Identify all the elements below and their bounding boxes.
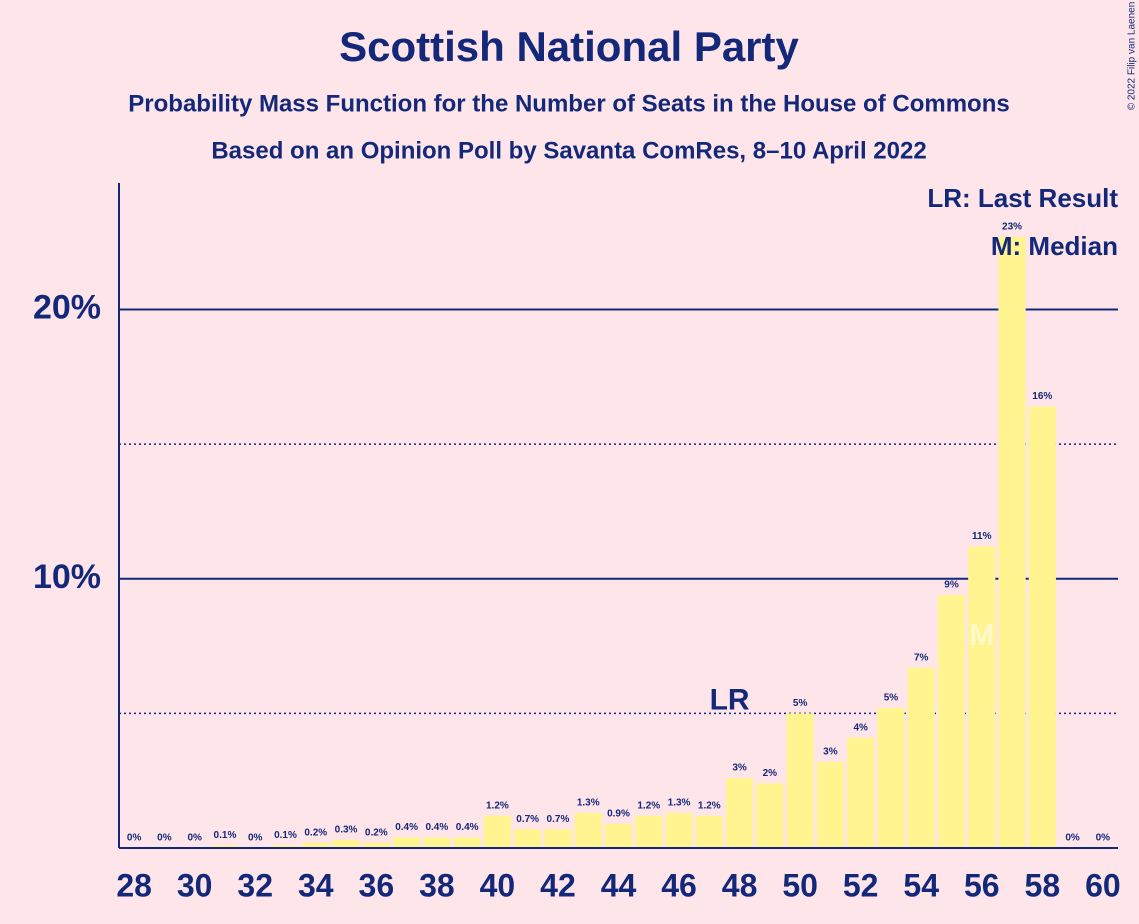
- bar: [847, 737, 875, 848]
- value-label: 1.2%: [637, 800, 660, 811]
- x-tick-label: 40: [480, 867, 516, 903]
- value-label: 0.2%: [304, 827, 327, 838]
- value-label: 0.4%: [456, 822, 479, 833]
- bar: [211, 845, 239, 848]
- chart-subtitle: Probability Mass Function for the Number…: [128, 90, 1009, 117]
- x-tick-label: 32: [237, 867, 273, 903]
- value-label: 0.7%: [547, 814, 570, 825]
- value-label: 4%: [853, 722, 868, 733]
- bar: [604, 823, 633, 848]
- x-tick-label: 58: [1025, 867, 1061, 903]
- value-label: 0%: [187, 833, 202, 844]
- bar: [1028, 406, 1056, 848]
- bar: [453, 837, 481, 848]
- bar: [392, 837, 421, 848]
- value-label: 5%: [793, 698, 808, 709]
- bar: [998, 236, 1026, 848]
- annotation: LR: [710, 683, 750, 716]
- value-label: 9%: [944, 580, 959, 591]
- value-label: 11%: [972, 531, 992, 542]
- legend-entry: M: Median: [991, 231, 1118, 261]
- value-label: 7%: [914, 652, 929, 663]
- value-label: 0.4%: [395, 822, 418, 833]
- x-tick-label: 42: [540, 867, 576, 903]
- bar: [816, 761, 845, 848]
- bar: [423, 837, 451, 848]
- value-label: 3%: [823, 746, 838, 757]
- bar: [483, 815, 512, 848]
- value-label: 16%: [1032, 391, 1052, 402]
- x-tick-label: 28: [116, 867, 152, 903]
- y-tick-label: 10%: [33, 558, 101, 596]
- value-label: 0%: [248, 833, 263, 844]
- bar: [695, 815, 723, 848]
- value-label: 0%: [157, 833, 172, 844]
- x-tick-label: 56: [964, 867, 1000, 903]
- value-label: 0.2%: [365, 827, 388, 838]
- value-label: 2%: [763, 768, 778, 779]
- x-tick-label: 52: [843, 867, 879, 903]
- value-label: 0.9%: [607, 808, 630, 819]
- value-label: 0%: [127, 833, 142, 844]
- x-tick-label: 34: [298, 867, 334, 903]
- value-label: 0.1%: [214, 830, 237, 841]
- value-label: 5%: [884, 693, 899, 704]
- x-tick-label: 30: [177, 867, 213, 903]
- value-label: 1.3%: [668, 798, 691, 809]
- bar: [332, 839, 360, 848]
- bar: [271, 845, 300, 848]
- x-tick-label: 48: [722, 867, 758, 903]
- value-label: 0.3%: [335, 825, 358, 836]
- chart-title: Scottish National Party: [339, 23, 799, 70]
- x-tick-label: 60: [1085, 867, 1121, 903]
- bar: [756, 783, 784, 848]
- value-label: 0%: [1096, 833, 1111, 844]
- bar: [937, 594, 966, 848]
- value-label: 1.3%: [577, 798, 600, 809]
- value-label: 23%: [1002, 221, 1022, 232]
- x-tick-label: 54: [903, 867, 939, 903]
- bar: [786, 713, 814, 848]
- legend-entry: LR: Last Result: [927, 183, 1118, 213]
- bar: [635, 815, 663, 848]
- value-label: 0.1%: [274, 830, 297, 841]
- bar: [907, 667, 935, 848]
- bar: [725, 778, 754, 848]
- x-tick-label: 50: [782, 867, 818, 903]
- x-tick-label: 46: [661, 867, 697, 903]
- y-tick-label: 20%: [33, 289, 101, 327]
- x-tick-label: 38: [419, 867, 455, 903]
- bar: [968, 546, 996, 848]
- bar: [877, 708, 905, 848]
- value-label: 0.4%: [425, 822, 448, 833]
- bar: [574, 813, 602, 848]
- bar: [665, 813, 693, 848]
- annotation: M: [969, 619, 994, 652]
- value-label: 1.2%: [486, 800, 509, 811]
- copyright: © 2022 Filip van Laenen: [1127, 2, 1138, 111]
- bar: [362, 842, 390, 848]
- bar: [302, 842, 330, 848]
- bar: [544, 829, 572, 848]
- value-label: 3%: [732, 763, 747, 774]
- value-label: 0%: [1065, 833, 1080, 844]
- chart-subtitle: Based on an Opinion Poll by Savanta ComR…: [211, 137, 926, 164]
- x-tick-label: 44: [601, 867, 637, 903]
- value-label: 0.7%: [516, 814, 539, 825]
- value-label: 1.2%: [698, 800, 721, 811]
- bar: [514, 829, 542, 848]
- x-tick-label: 36: [359, 867, 395, 903]
